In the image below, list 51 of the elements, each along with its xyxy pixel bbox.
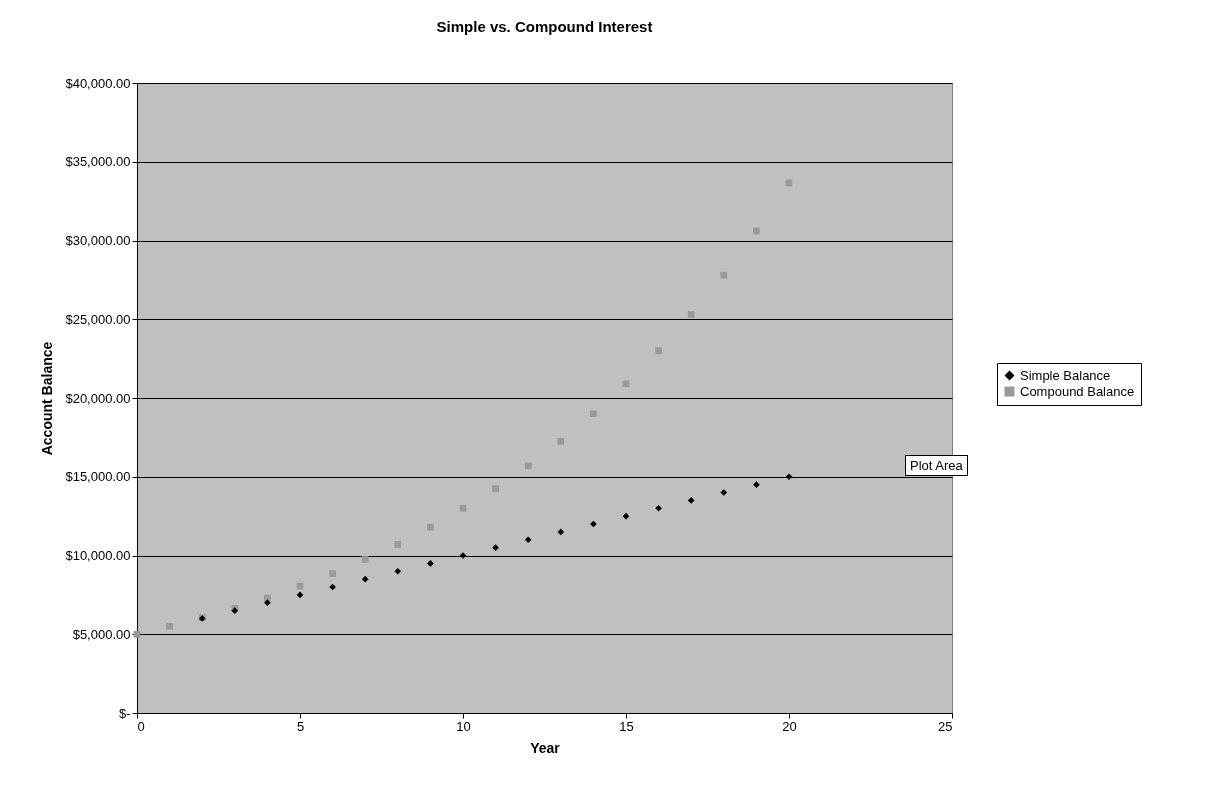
point <box>296 582 304 590</box>
point <box>492 544 499 551</box>
point <box>720 489 728 496</box>
point <box>427 560 434 567</box>
y-axis-title: Account Balance <box>39 341 56 456</box>
point <box>427 523 434 531</box>
x-tick-label: 5 <box>296 718 305 734</box>
point <box>296 591 304 599</box>
legend-label: Simple Balance <box>1020 367 1111 383</box>
x-tick-label: 10 <box>456 718 471 734</box>
point <box>655 347 662 355</box>
point <box>394 567 402 575</box>
point <box>557 437 565 445</box>
point <box>394 541 402 548</box>
point <box>687 497 695 504</box>
y-tick-label: $35,000.00 <box>65 154 131 170</box>
point <box>753 481 760 488</box>
point <box>785 473 793 481</box>
point <box>459 504 467 512</box>
point <box>753 227 760 235</box>
y-tick-label: $10,000.00 <box>65 548 131 563</box>
point <box>687 311 695 318</box>
x-tick-label: 15 <box>619 718 634 734</box>
point <box>329 570 336 577</box>
x-tick-label: 0 <box>137 718 145 734</box>
point <box>492 485 499 492</box>
y-tick-label: $40,000.00 <box>65 75 131 91</box>
point <box>720 271 728 279</box>
y-tick-label: $5,000.00 <box>72 626 131 642</box>
legend-label: Compound Balance <box>1020 383 1135 399</box>
y-tick-label: $20,000.00 <box>65 390 131 406</box>
point <box>524 536 532 544</box>
chart-title: Simple vs. Compound Interest <box>436 18 653 35</box>
point <box>655 504 662 512</box>
point <box>524 462 532 470</box>
point <box>557 528 565 536</box>
point <box>590 410 597 418</box>
annotation: Plot Area <box>905 455 968 476</box>
point <box>622 512 630 520</box>
point <box>622 380 630 388</box>
point <box>166 623 173 630</box>
x-tick-label: 25 <box>938 718 953 734</box>
y-tick-label: $25,000.00 <box>65 311 131 327</box>
point <box>361 575 369 583</box>
x-axis-title: Year <box>530 739 561 756</box>
x-tick-label: 20 <box>782 718 797 734</box>
point <box>361 556 369 563</box>
y-tick-label: $30,000.00 <box>65 233 131 248</box>
point <box>264 599 271 607</box>
y-tick-label: $15,000.00 <box>65 469 131 485</box>
y-tick-label: $- <box>118 705 131 721</box>
